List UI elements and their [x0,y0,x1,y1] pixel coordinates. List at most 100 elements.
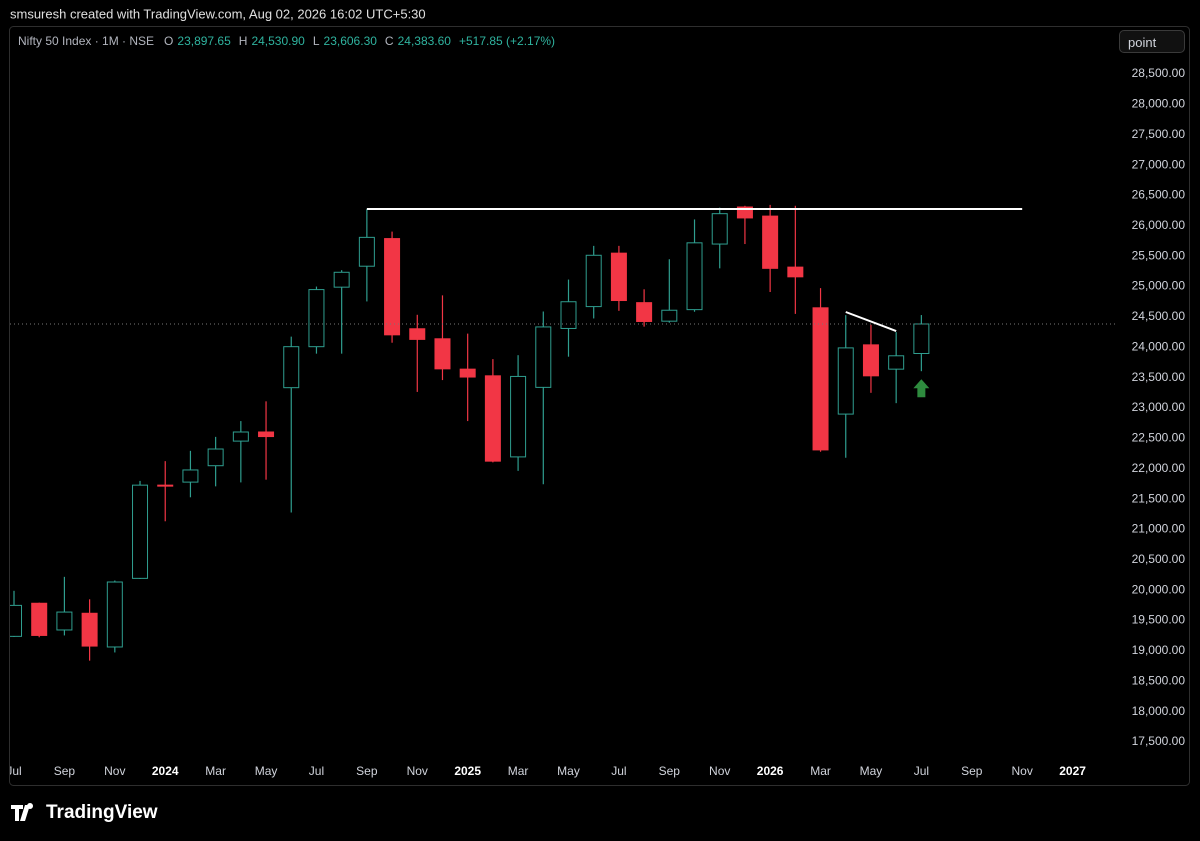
y-tick-label: 20,500.00 [1132,552,1186,566]
candle-body [409,328,426,340]
candle-body [484,375,501,462]
y-tick-label: 19,000.00 [1132,643,1186,657]
candle-body [333,271,350,288]
x-tick-label: Sep [961,764,983,778]
x-tick-label: May [557,764,580,778]
candle-body [10,604,22,637]
ohlc-label: H [238,34,248,48]
panel [9,26,1190,786]
candle-body [358,236,375,267]
ohlc-value: 23,897.65 [177,34,231,48]
ohlc-value: 23,606.30 [323,34,377,48]
candle-body [711,213,728,245]
candle-body [56,611,73,631]
y-tick-label: 21,000.00 [1132,522,1186,536]
x-tick-label: Mar [810,764,831,778]
candle-body [636,302,653,322]
arrow [913,379,930,398]
candle-body [132,484,149,579]
candle-body [384,238,401,336]
x-tick-label: Mar [508,764,529,778]
candle-body [157,484,174,487]
x-tick-label: Sep [659,764,681,778]
brand-logo: TradingView [11,802,158,823]
candle-body [585,254,602,308]
y-tick-label: 28,500.00 [1132,66,1186,80]
ohlc-value: 24,530.90 [251,34,305,48]
y-tick-label: 25,500.00 [1132,248,1186,262]
ohlc-value: 24,383.60 [397,34,451,48]
y-tick-label: 26,500.00 [1132,188,1186,202]
candle-body [686,242,703,311]
candle-body [207,448,224,467]
candle-body [510,375,527,458]
x-tick-label: Jul [914,764,929,778]
y-tick-label: 24,500.00 [1132,309,1186,323]
x-tick-label: May [860,764,883,778]
candle-body [459,368,476,378]
y-tick-label: 27,000.00 [1132,157,1186,171]
caption: smsuresh created with TradingView.com, A… [10,6,426,21]
x-tick-label: Sep [356,764,378,778]
y-tick-label: 17,500.00 [1132,734,1186,748]
candle-body [232,431,249,442]
y-tick-label: 26,000.00 [1132,218,1186,232]
candle-body [31,602,48,636]
y-tick-label: 19,500.00 [1132,613,1186,627]
x-tick-label: Jul [611,764,626,778]
candle-body [283,346,300,389]
ohlc-label: O [164,34,174,48]
y-tick-label: 23,000.00 [1132,400,1186,414]
candle-body [888,355,905,370]
change: +517.85 (+2.17%) [458,34,556,48]
x-tick-label: May [255,764,278,778]
x-tick-label: Jul [6,764,21,778]
y-tick-label: 22,500.00 [1132,431,1186,445]
y-tick-label: 25,000.00 [1132,279,1186,293]
mode-button[interactable]: point [1119,30,1185,53]
plot: Jul Sep Nov 2024 Mar May Jul Sep Nov 2025 Mar May Ju… [6,204,1118,778]
y-tick-label: 18,000.00 [1132,704,1186,718]
candle-body [812,307,829,451]
ohlc-label: C [384,34,394,48]
candle-body [106,581,123,648]
x-tick-label: Nov [407,764,428,778]
legend: Nifty 50 Index · 1M · NSE O 23,897.65 H 24,5… [18,34,563,48]
candle-body [308,289,325,348]
ohlc-label: L [312,34,320,48]
x-tick-label: Nov [1012,764,1033,778]
candle-body [81,612,98,647]
y-tick-label: 24,000.00 [1132,339,1186,353]
y-tick-label: 21,500.00 [1132,491,1186,505]
y-tick-label: 27,500.00 [1132,127,1186,141]
brand: TradingView [46,802,158,823]
y-tick-label: 23,500.00 [1132,370,1186,384]
candle-body [535,326,552,388]
candle-body [913,323,930,355]
x-tick-label: Mar [205,764,226,778]
candle-body [258,431,275,438]
candle-body [862,344,879,377]
candle-body [736,206,753,219]
candle-body [837,347,854,415]
candle-body [661,309,678,322]
symbol: Nifty 50 Index · 1M · NSE [18,34,155,48]
x-tick-label: Jul [309,764,324,778]
x-tick-label: Nov [104,764,125,778]
y-tick-label: 22,000.00 [1132,461,1186,475]
x-tick-label: 2026 [757,764,784,778]
candle-body [560,301,577,329]
x-tick-label: Sep [54,764,76,778]
x-tick-label: 2025 [454,764,481,778]
y-tick-label: 18,500.00 [1132,673,1186,687]
x-tick-label: Nov [709,764,730,778]
candle-body [610,252,627,302]
candle-body [182,469,199,483]
candle-body [762,215,779,269]
candle-body [434,338,451,370]
y-tick-label: 28,000.00 [1132,97,1186,111]
candle-body [787,266,804,278]
x-tick-label: 2024 [152,764,179,778]
